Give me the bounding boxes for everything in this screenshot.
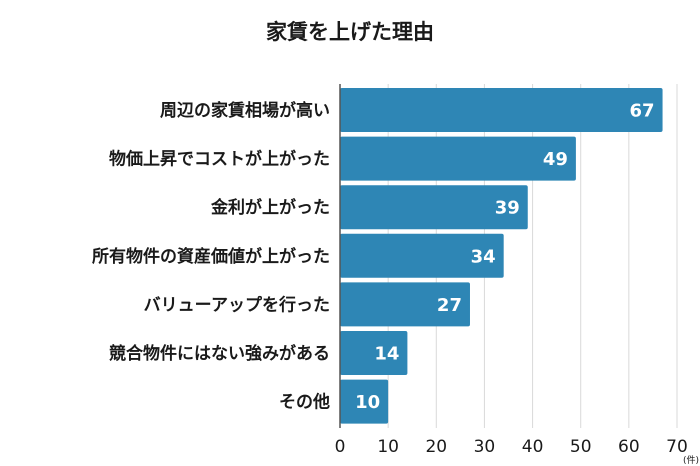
bar <box>340 185 528 230</box>
data-label: 39 <box>495 198 520 219</box>
x-tick-label: 40 <box>522 437 544 457</box>
bar <box>340 88 663 132</box>
data-label: 67 <box>629 101 654 122</box>
x-tick-label: 30 <box>474 437 496 457</box>
data-label: 14 <box>374 344 399 365</box>
category-label: その他 <box>279 392 330 413</box>
category-label: 所有物件の資産価値が上がった <box>92 246 330 267</box>
x-tick-label: 70 <box>666 437 688 457</box>
category-label: 物価上昇でコストが上がった <box>109 149 330 170</box>
bar <box>340 379 389 424</box>
x-tick-label: 0 <box>335 437 346 457</box>
category-label: 金利が上がった <box>210 197 330 218</box>
data-label: 34 <box>471 246 496 267</box>
data-label: 27 <box>437 295 462 316</box>
x-tick-label: 10 <box>377 437 399 457</box>
unit-label: (件) <box>683 454 699 466</box>
bar <box>340 331 408 375</box>
x-tick-label: 20 <box>425 437 447 457</box>
bar <box>340 233 504 278</box>
bar <box>340 136 576 181</box>
data-label: 10 <box>355 392 380 413</box>
category-label: バリューアップを行った <box>144 294 330 315</box>
category-label: 競合物件にはない強みがある <box>109 343 330 364</box>
data-label: 49 <box>543 149 568 170</box>
x-tick-label: 60 <box>618 437 640 457</box>
x-tick-label: 50 <box>570 437 592 457</box>
chart-title: 家賃を上げた理由 <box>266 20 434 44</box>
bar <box>340 282 470 327</box>
category-label: 周辺の家賃相場が高い <box>160 100 330 121</box>
